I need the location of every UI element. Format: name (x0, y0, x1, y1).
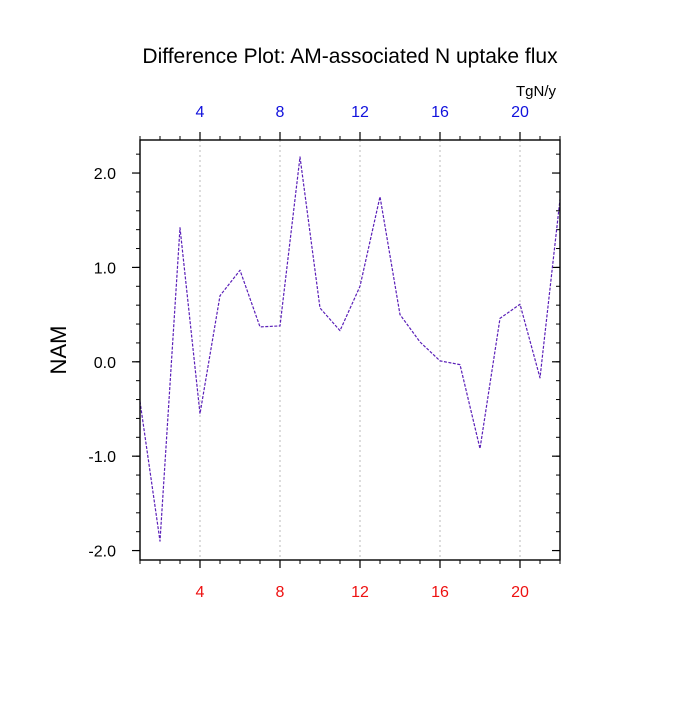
x-tick-label-bottom: 16 (431, 584, 449, 601)
y-tick-label: 1.0 (94, 260, 116, 277)
x-tick-label-bottom: 12 (351, 584, 369, 601)
y-tick-label: -1.0 (88, 449, 116, 466)
plot-frame (139, 139, 561, 561)
x-tick-label-top: 12 (351, 104, 369, 121)
grid-layer (199, 140, 521, 560)
chart-title: Difference Plot: AM-associated N uptake … (142, 45, 558, 68)
x-tick-label-top: 8 (276, 104, 285, 121)
x-tick-label-bottom: 4 (196, 584, 205, 601)
x-tick-label-bottom: 8 (276, 584, 285, 601)
ticks-layer: 4 4 8 8 12 12 16 16 20 20 -2.0 -1.0 0.0 1.0 2.0 (88, 104, 561, 601)
x-tick-label-top: 16 (431, 104, 449, 121)
y-tick-label: -2.0 (88, 544, 116, 561)
top-axis-unit-label: TgN/y (516, 83, 557, 100)
x-tick-label-top: 20 (511, 104, 529, 121)
series-line (139, 156, 561, 542)
y-tick-label: 0.0 (94, 355, 116, 372)
x-tick-label-bottom: 20 (511, 584, 529, 601)
x-tick-label-top: 4 (196, 104, 205, 121)
y-axis-label: NAM (46, 326, 71, 375)
y-tick-label: 2.0 (94, 166, 116, 183)
series-layer (139, 156, 561, 542)
